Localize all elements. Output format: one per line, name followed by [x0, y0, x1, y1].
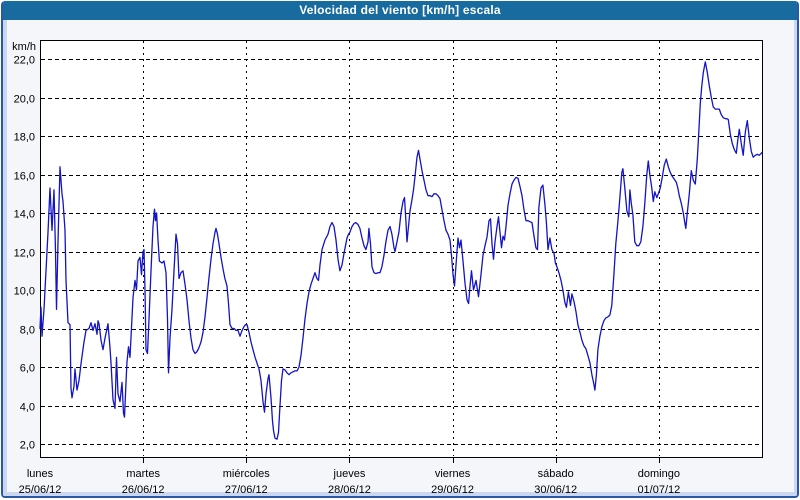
window-titlebar: Velocidad del viento [km/h] escala — [3, 1, 797, 20]
window-title: Velocidad del viento [km/h] escala — [299, 3, 501, 17]
chart-panel — [3, 20, 797, 496]
